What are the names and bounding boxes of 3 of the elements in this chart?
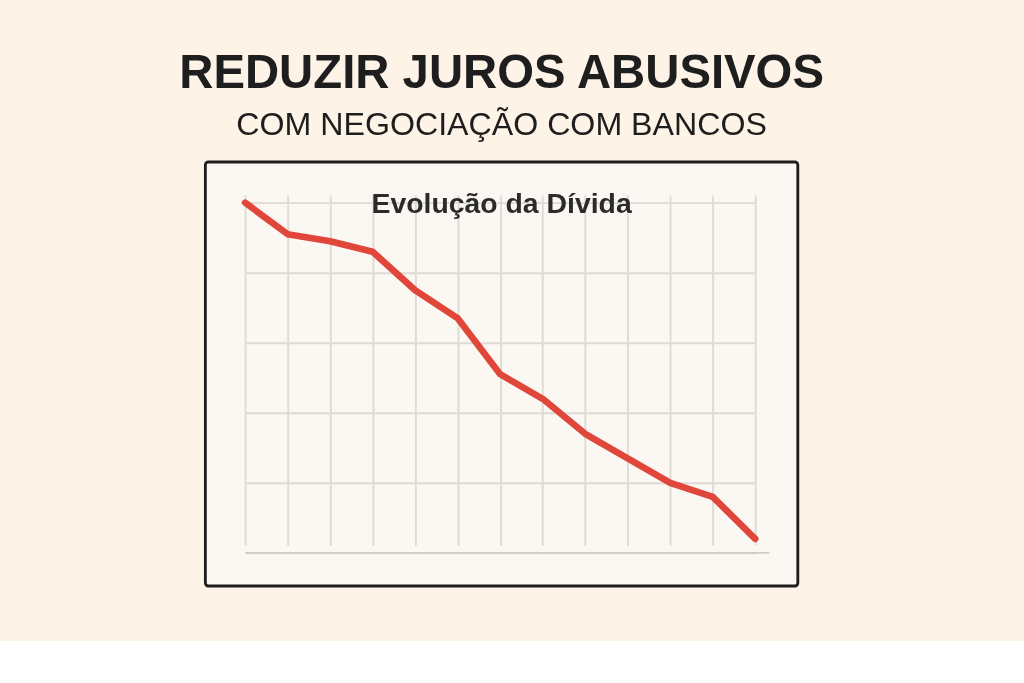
annotation: Evolução da Dívida: [371, 187, 632, 220]
chart-subtitle: COM NEGOCIAÇÃO COM BANCOS: [236, 105, 767, 142]
chart-title: REDUZIR JUROS ABUSIVOS: [179, 45, 824, 99]
